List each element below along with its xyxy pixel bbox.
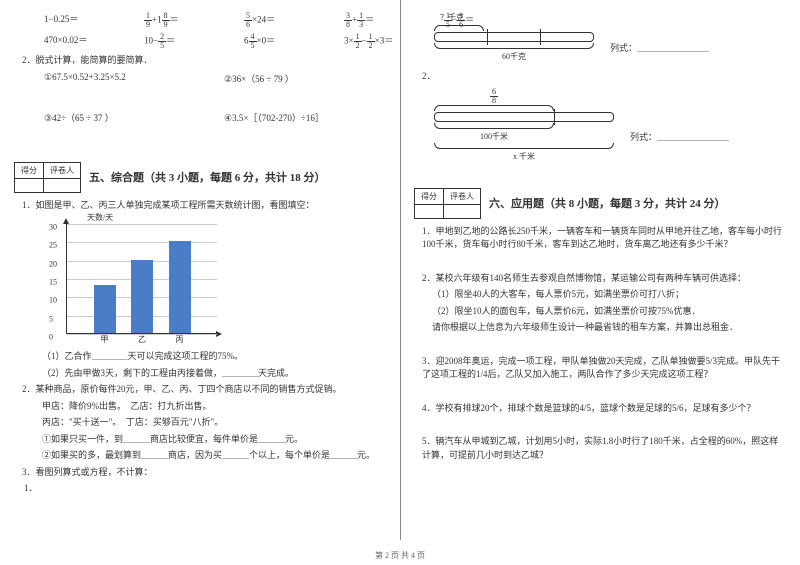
d1-bottom-label: 60千克	[434, 51, 594, 62]
grader-label: 评卷人	[44, 162, 81, 178]
score-table-6: 得分评卷人	[414, 188, 481, 219]
eq-1c: 56×24＝	[244, 12, 324, 29]
diagram-1: ？千克 60千克 列式：＿＿＿＿＿＿＿＿	[434, 12, 786, 62]
bar-chart: 天数/天 051015202530甲乙丙	[42, 216, 222, 346]
q6-2d: 请你根据以上信息为六年级师生设计一种最省钱的租车方案，并算出总租金．	[432, 321, 786, 335]
equation-row-1: 1−0.25＝ 19+189＝ 56×24＝ 38+13＝ 15−16＝	[44, 12, 386, 29]
d2-top-frac: 68	[434, 88, 554, 105]
q5-2b: 甲店：降价9%出售。 乙店：打九折出售。	[42, 400, 386, 414]
d2-brace-mid	[434, 123, 554, 129]
eq-2b: 10−25＝	[144, 33, 224, 50]
section-6-header: 得分评卷人 六、应用题（共 8 小题，每题 3 分，共计 24 分）	[414, 188, 786, 219]
calc-item-1: ①67.5×0.52+3.25×5.2	[44, 72, 204, 85]
calc-row-2: ③42÷（65 ÷ 37 ） ④3.5×［（702-270）÷16］	[44, 111, 386, 124]
d1-brace-top	[434, 25, 484, 31]
d2-head: 2．	[422, 70, 786, 84]
q5-3-1: 1．	[24, 482, 386, 496]
y-axis-label: 天数/天	[87, 212, 113, 223]
q5-1a: （1）乙合作＿＿＿＿天可以完成这项工程的75%。	[42, 350, 386, 364]
chart-axes: 天数/天 051015202530甲乙丙	[66, 224, 216, 334]
y-tick-label: 30	[49, 223, 57, 232]
q2-heading: 2．脱式计算，能简算的要简算．	[22, 54, 386, 68]
equation-row-2: 470×0.02＝ 10−25＝ 645×0＝ 3×12−12×3＝	[44, 33, 386, 50]
q6-1: 1．甲地到乙地的公路长250千米，一辆客车和一辆货车同时从甲地开往乙地，客车每小…	[422, 225, 786, 252]
section-5-header: 得分评卷人 五、综合题（共 3 小题，每题 6 分，共计 18 分）	[14, 162, 386, 193]
grader-label-6: 评卷人	[444, 188, 481, 204]
q6-4: 4．学校有排球20个，排球个数是篮球的4/5，篮球个数是足球的5/6，足球有多少…	[422, 402, 786, 416]
score-label-6: 得分	[415, 188, 444, 204]
section-5-title: 五、综合题（共 3 小题，每题 6 分，共计 18 分）	[89, 169, 326, 185]
d1-formula-label: 列式：＿＿＿＿＿＿＿＿	[610, 41, 709, 54]
section-6-title: 六、应用题（共 8 小题，每题 3 分，共计 24 分）	[489, 195, 726, 211]
q5-2e: ②如果买的多，最划算到＿＿＿商店，因为买＿＿＿个以上，每个单价是＿＿＿元。	[42, 449, 386, 463]
eq-2a: 470×0.02＝	[44, 33, 124, 50]
q5-2d: ①如果只买一件，到＿＿＿商店比较便宜，每件单价是＿＿＿元。	[42, 433, 386, 447]
d1-top-label: ？千克	[440, 12, 786, 23]
y-tick-label: 10	[49, 296, 57, 305]
gridline	[67, 224, 217, 225]
d1-segment	[434, 32, 594, 42]
q6-2c: （2）限坐10人的面包车，每人票价6元，如满坐票价可按75%优惠．	[432, 305, 786, 319]
q5-2c: 丙店："买十送一"。 丁店：买够百元"八折"。	[42, 416, 386, 430]
score-label: 得分	[15, 162, 44, 178]
page-footer: 第 2 页 共 4 页	[0, 550, 800, 561]
chart-bar	[131, 260, 153, 333]
chart-bar	[94, 285, 116, 333]
score-table-5: 得分评卷人	[14, 162, 81, 193]
eq-1a: 1−0.25＝	[44, 12, 124, 29]
chart-bar	[169, 241, 191, 333]
q5-1b: （2）先由甲做3天，剩下的工程由丙接着做，＿＿＿＿天完成。	[42, 367, 386, 381]
eq-1b: 19+189＝	[144, 12, 224, 29]
q6-3: 3．迎2008年奥运，完成一项工程，甲队单独做20天完成，乙队单独做要5/3完成…	[422, 355, 786, 382]
calc-item-4: ④3.5×［（702-270）÷16］	[224, 111, 324, 124]
d1-brace-bottom	[434, 43, 594, 49]
q5-2a: 2．某种商品，原价每件20元，甲、乙、丙、丁四个商店以不同的销售方式促销。	[22, 383, 386, 397]
calc-item-3: ③42÷（65 ÷ 37 ）	[44, 111, 204, 124]
y-tick-label: 15	[49, 278, 57, 287]
right-column: ？千克 60千克 列式：＿＿＿＿＿＿＿＿ 2． 68 100千米 x 千米	[400, 0, 800, 565]
y-tick-label: 5	[49, 314, 53, 323]
gridline	[67, 242, 217, 243]
d2-mid-label: 100千米	[434, 131, 554, 142]
d2-bottom-label: x 千米	[434, 151, 614, 162]
q6-2a: 2．某校六年级有140名师生去参观自然博物馆，某运输公司有两种车辆可供选择：	[422, 272, 786, 286]
calc-row-1: ①67.5×0.52+3.25×5.2 ②36×（56 ÷ 79 ）	[44, 72, 386, 85]
d2-brace-bottom	[434, 143, 614, 149]
q5-3: 3．看图列算式或方程，不计算：	[22, 466, 386, 480]
eq-2c: 645×0＝	[244, 33, 324, 50]
left-column: 1−0.25＝ 19+189＝ 56×24＝ 38+13＝ 15−16＝ 470…	[0, 0, 400, 565]
q6-2b: （1）限坐40人的大客车，每人票价5元，如满坐票价可打八折；	[432, 288, 786, 302]
y-tick-label: 20	[49, 259, 57, 268]
diagram-2: 68 100千米 x 千米 列式：＿＿＿＿＿＿＿＿	[434, 88, 786, 162]
q6-5: 5．辆汽车从甲城到乙城，计划用5小时，实际1.8小时行了180千米，占全程的60…	[422, 435, 786, 462]
x-tick-label: 乙	[138, 334, 146, 345]
d2-brace-top	[434, 105, 554, 111]
y-tick-label: 0	[49, 333, 53, 342]
calc-item-2: ②36×（56 ÷ 79 ）	[224, 72, 294, 85]
d2-formula-label: 列式：＿＿＿＿＿＿＿＿	[630, 130, 729, 143]
x-tick-label: 甲	[101, 334, 109, 345]
d2-segment	[434, 112, 614, 122]
y-tick-label: 25	[49, 241, 57, 250]
x-tick-label: 丙	[176, 334, 184, 345]
q5-1-text: 1．如图是甲、乙、丙三人单独完成某项工程所需天数统计图，看图填空：	[22, 199, 386, 213]
